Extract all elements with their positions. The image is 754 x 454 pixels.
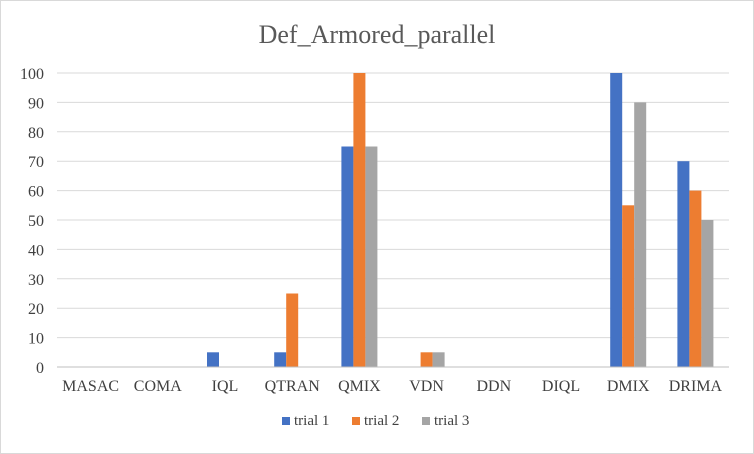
x-category-label: COMA	[134, 378, 182, 395]
x-category-label: MASAC	[62, 378, 119, 395]
chart-title: Def_Armored_parallel	[259, 20, 496, 49]
bar-trial-1-qmix	[341, 146, 354, 367]
y-tick-label: 80	[28, 125, 44, 142]
legend-label: trial 1	[294, 413, 329, 429]
x-category-label: IQL	[212, 378, 239, 395]
bar-trial-2-vdn	[420, 352, 433, 367]
x-category-label: QTRAN	[265, 378, 321, 395]
x-category-label: DDN	[476, 378, 511, 395]
x-category-label: DMIX	[607, 378, 650, 395]
x-category-label: DIQL	[542, 378, 580, 395]
y-tick-label: 60	[28, 184, 44, 201]
bars	[207, 73, 714, 368]
y-tick-label: 10	[28, 331, 44, 348]
y-tick-label: 70	[28, 154, 44, 171]
bar-trial-2-dmix	[622, 205, 635, 367]
bar-trial-2-qmix	[353, 73, 366, 367]
bar-trial-1-dmix	[610, 73, 623, 367]
legend-label: trial 3	[434, 413, 469, 429]
bar-trial-3-drima	[701, 220, 714, 367]
y-tick-label: 20	[28, 301, 44, 318]
y-tick-label: 90	[28, 95, 44, 112]
legend-swatch	[422, 417, 430, 425]
x-category-label: VDN	[409, 378, 444, 395]
bar-trial-1-drima	[677, 161, 690, 367]
x-axis-categories: MASAC COMA IQL QTRAN QMIX VDN DDN DIQL DMIX DRIMA	[62, 378, 722, 395]
legend-label: trial 2	[364, 413, 399, 429]
y-tick-label: 0	[36, 360, 44, 377]
y-tick-label: 40	[28, 242, 44, 259]
bar-trial-3-dmix	[634, 102, 647, 368]
bar-trial-2-qtran	[286, 293, 299, 367]
y-tick-label: 100	[20, 66, 44, 83]
legend-swatch	[282, 417, 290, 425]
bar-trial-3-qmix	[365, 146, 378, 367]
bar-trial-3-vdn	[432, 352, 445, 367]
x-category-label: DRIMA	[669, 378, 723, 395]
x-category-label: QMIX	[338, 378, 381, 395]
bar-trial-2-drima	[689, 190, 702, 367]
legend-swatch	[352, 417, 360, 425]
y-tick-label: 30	[28, 272, 44, 289]
bar-trial-1-iql	[207, 352, 219, 367]
y-tick-label: 50	[28, 213, 44, 230]
legend: trial 1 trial 2 trial 3	[282, 413, 469, 429]
bar-trial-1-qtran	[274, 352, 287, 367]
y-axis-ticks: 0 10 20 30 40 50 60 70 80 90 100	[20, 66, 44, 377]
